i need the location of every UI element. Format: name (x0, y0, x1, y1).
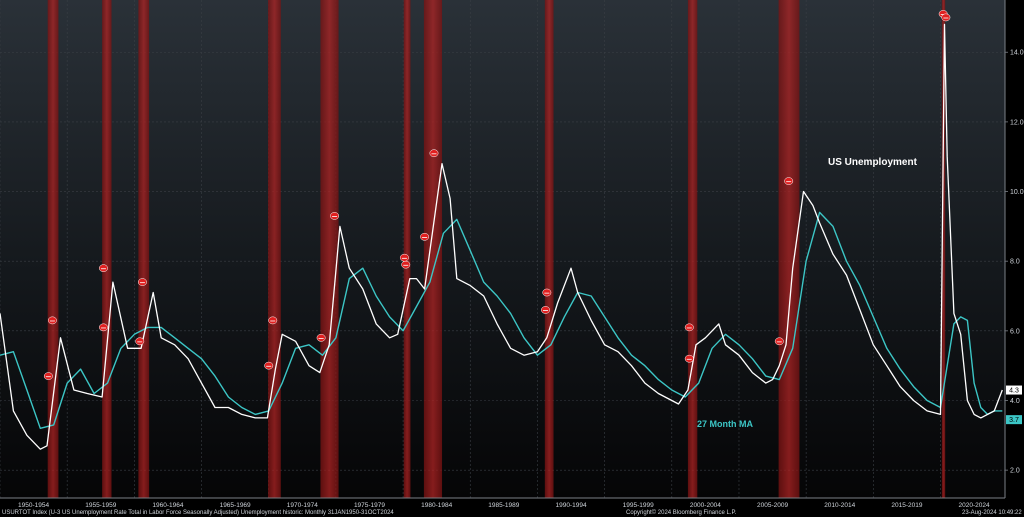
y-tick-label: 8.0 (1010, 259, 1020, 266)
recession-marker-18 (774, 337, 784, 346)
last-value-label-unemployment: 4.3 (1006, 385, 1022, 395)
recession-band-1 (102, 0, 112, 498)
y-tick-label: 6.0 (1010, 328, 1020, 335)
x-axis-ticks: 1950-1954 1955-1959 1960-1964 1965-1969 1970… (18, 502, 990, 509)
recession-band-2 (138, 0, 150, 498)
recession-marker-13 (429, 149, 439, 158)
recession-marker-1 (47, 316, 57, 325)
x-tick-label: 2010-2014 (824, 502, 855, 509)
y-tick-label: 4.0 (1010, 398, 1020, 405)
x-tick-label: 1985-1989 (488, 502, 519, 509)
x-tick-label: 2005-2009 (757, 502, 788, 509)
x-tick-label: 1970-1974 (287, 502, 318, 509)
recession-band-3 (268, 0, 281, 498)
x-tick-label: 2000-2004 (690, 502, 721, 509)
recession-marker-7 (268, 316, 278, 325)
svg-text:3.7: 3.7 (1009, 417, 1019, 424)
recession-band-6 (423, 0, 443, 498)
recession-marker-3 (99, 264, 108, 273)
recession-marker-19 (784, 177, 794, 185)
recession-marker-21 (941, 13, 951, 22)
x-tick-label: 1955-1959 (85, 502, 116, 509)
recession-marker-17 (684, 323, 694, 332)
plot-background (0, 0, 1005, 498)
recession-marker-2 (99, 323, 108, 332)
recession-band-5 (403, 0, 411, 498)
x-tick-label: 2015-2019 (891, 502, 922, 509)
recession-band-10 (941, 0, 946, 498)
x-tick-label: 1950-1954 (18, 502, 49, 509)
recession-marker-0 (43, 372, 53, 380)
x-tick-label: 1960-1964 (152, 502, 183, 509)
last-value-labels: 4.3 3.7 (1006, 385, 1022, 425)
recession-marker-15 (542, 288, 552, 297)
recession-band-9 (778, 0, 800, 498)
recession-band-4 (320, 0, 339, 498)
recession-marker-6 (264, 361, 274, 370)
recession-bands (47, 0, 946, 498)
y-axis-ticks: 2.0 4.0 6.0 8.0 10.0 12.0 14.0 (1005, 50, 1024, 475)
x-tick-label: 1980-1984 (421, 502, 452, 509)
y-tick-label: 10.0 (1010, 189, 1024, 196)
series-annotation-27-month-ma: 27 Month MA (697, 419, 753, 429)
last-value-label-ma: 3.7 (1006, 415, 1022, 425)
y-tick-label: 2.0 (1010, 468, 1020, 475)
x-tick-label: 1990-1994 (555, 502, 586, 509)
x-tick-label: 1975-1979 (354, 502, 385, 509)
x-tick-label: 2020-2024 (959, 502, 990, 509)
x-tick-label: 1995-1999 (623, 502, 654, 509)
x-tick-label: 1965-1969 (220, 502, 251, 509)
footer-source: USURTOT Index (U-3 US Unemployment Rate … (2, 510, 394, 516)
recession-marker-9 (330, 212, 340, 220)
y-tick-label: 14.0 (1010, 50, 1024, 57)
recession-marker-4 (135, 337, 145, 346)
svg-text:4.3: 4.3 (1009, 388, 1019, 395)
recession-band-7 (544, 0, 554, 498)
recession-marker-14 (541, 306, 550, 314)
recession-marker-11 (399, 253, 409, 262)
y-tick-label: 12.0 (1010, 119, 1024, 126)
recession-marker-5 (137, 278, 147, 286)
recession-marker-10 (401, 260, 411, 269)
series-line-27-month-ma (0, 211, 1003, 429)
recession-markers (43, 10, 951, 380)
recession-band-8 (687, 0, 698, 498)
series-annotation-us-unemployment: US Unemployment (828, 157, 918, 168)
footer-copyright: Copyright© 2024 Bloomberg Finance L.P. (626, 510, 737, 516)
series-lines (0, 23, 1003, 450)
series-line-us-unemployment (0, 23, 1003, 450)
recession-marker-12 (420, 232, 430, 241)
recession-band-0 (47, 0, 59, 498)
recession-marker-16 (684, 354, 694, 363)
footer-timestamp: 23-Aug-2024 10:49:22 (962, 510, 1022, 516)
recession-marker-8 (316, 333, 326, 342)
